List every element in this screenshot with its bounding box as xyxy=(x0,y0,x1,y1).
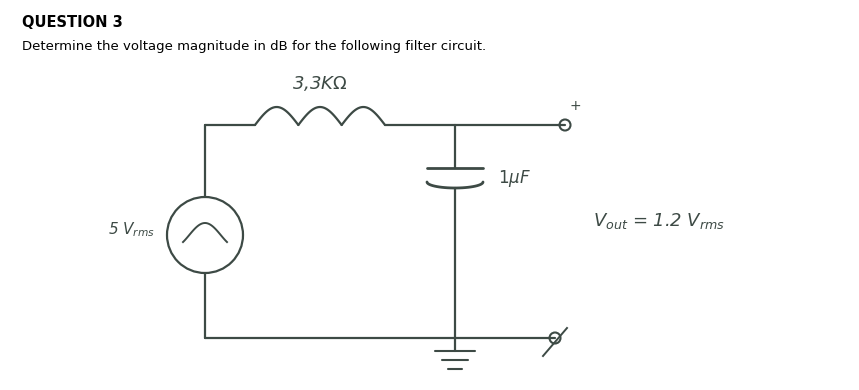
Text: 5 $V_{rms}$: 5 $V_{rms}$ xyxy=(108,221,155,239)
Text: 3,3K$\Omega$: 3,3K$\Omega$ xyxy=(292,74,348,93)
Text: Determine the voltage magnitude in dB for the following filter circuit.: Determine the voltage magnitude in dB fo… xyxy=(22,40,486,53)
Text: $V_{out}$ = 1.2 $V_{rms}$: $V_{out}$ = 1.2 $V_{rms}$ xyxy=(593,211,725,232)
Text: $1\mu F$: $1\mu F$ xyxy=(498,168,531,189)
Text: +: + xyxy=(570,99,581,113)
Text: QUESTION 3: QUESTION 3 xyxy=(22,15,123,30)
